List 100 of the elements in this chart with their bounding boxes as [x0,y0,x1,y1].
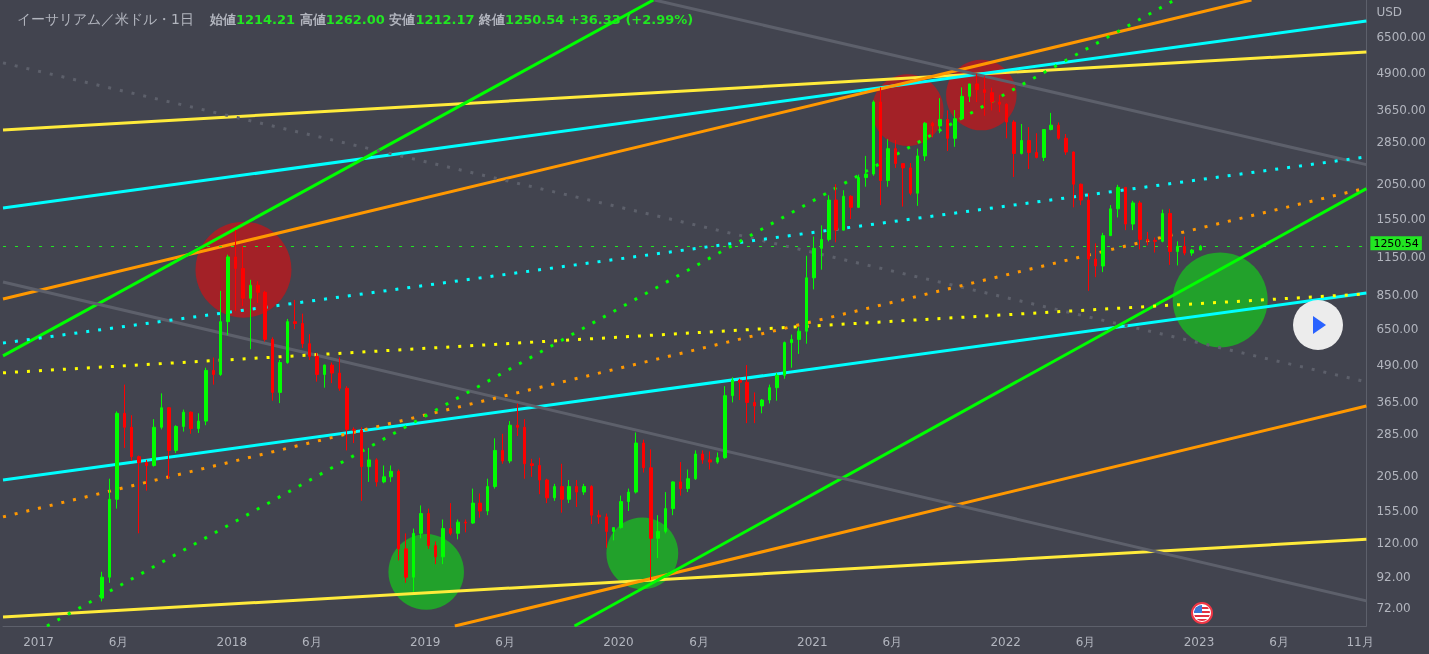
candlestick [538,457,541,495]
x-tick-label: 2023 [1183,635,1215,649]
candlestick [100,571,104,602]
candlestick [330,362,334,384]
candlestick [1005,102,1008,139]
candlestick [160,392,163,430]
candlestick [909,162,912,196]
candlestick [412,528,415,593]
candlestick [805,255,808,345]
x-tick-label: 6月 [1269,635,1289,649]
candlestick [249,279,252,350]
candlestick [219,290,222,377]
y-tick-label: 1150.00 [1376,249,1426,264]
x-tick-label: 6月 [882,635,903,649]
candlestick [1064,133,1068,156]
candlestick [1027,126,1031,170]
candlestick [263,290,267,343]
candlestick [960,86,964,120]
candlestick [738,378,742,401]
candlestick [894,139,897,169]
candlestick [590,484,593,525]
candlestick [1057,121,1060,141]
candlestick [471,488,475,525]
candlestick [953,109,957,148]
candlestick [671,480,675,516]
candlestick [567,479,571,504]
candlestick [872,99,875,177]
candlestick [1079,183,1083,206]
candlestick [137,455,141,534]
candlestick [226,254,230,336]
candlestick [605,513,608,549]
candlestick [575,479,578,508]
candlestick [286,318,289,365]
candlestick [1049,112,1053,131]
candlestick [642,439,645,474]
candlestick [886,138,890,188]
candlestick [990,87,994,111]
y-tick-label: 155.00 [1376,504,1419,519]
candlestick [441,518,445,565]
candlestick [360,426,363,502]
candlestick [315,352,319,383]
candlestick [530,458,534,478]
candlestick [478,492,482,519]
candlestick [760,398,764,414]
candlestick [753,391,756,424]
candlestick [1190,248,1194,257]
candlestick [1042,128,1046,162]
y-tick-label: 650.00 [1376,322,1419,337]
candlestick [701,449,704,465]
x-tick-label: 2022 [990,635,1021,649]
x-tick-label: 2021 [797,635,828,649]
x-tick-label: 6月 [495,635,515,649]
candlestick [271,336,274,402]
candlestick [938,97,942,134]
candlestick [523,418,526,480]
candlestick [916,148,919,207]
candlestick [301,313,304,349]
candlestick [619,495,623,530]
candlestick [397,469,400,561]
candlestick [375,457,378,488]
candlestick [241,245,245,307]
candlestick [115,410,119,510]
candlestick [768,384,771,404]
candlestick [204,367,208,426]
candlestick [174,424,178,454]
candlestick [923,121,927,162]
candlestick [167,406,171,480]
candlestick [723,385,727,460]
candlestick [323,364,326,389]
x-tick-label: 6月 [1075,635,1096,649]
y-tick-label: 1550.00 [1376,212,1426,227]
candlestick [404,532,408,584]
candlestick [553,483,556,502]
candlestick [308,333,311,361]
candlestick [1176,240,1179,266]
y-axis-title: USD [1376,5,1403,19]
candlestick [1124,186,1127,231]
candlestick [278,359,282,404]
candlestick [901,163,905,208]
candlestick [1094,242,1097,278]
y-tick-label: 365.00 [1376,395,1419,410]
candlestick [486,478,489,516]
candlestick [352,426,356,444]
y-tick-label: 205.00 [1376,468,1419,483]
candlestick [212,357,215,386]
candlestick [775,372,779,402]
candlestick [130,414,133,462]
candlestick [946,109,949,152]
candlestick [293,299,297,330]
candlestick [108,478,111,584]
y-tick-label: 92.00 [1376,570,1411,585]
candlestick [849,194,853,220]
candlestick [345,385,349,451]
x-tick-label: 6月 [301,635,322,649]
candlestick [694,449,697,481]
y-tick-label: 490.00 [1376,358,1419,373]
candlestick [664,491,667,534]
candlestick [493,437,497,490]
candlestick [1020,123,1023,155]
candlestick [998,94,1001,113]
